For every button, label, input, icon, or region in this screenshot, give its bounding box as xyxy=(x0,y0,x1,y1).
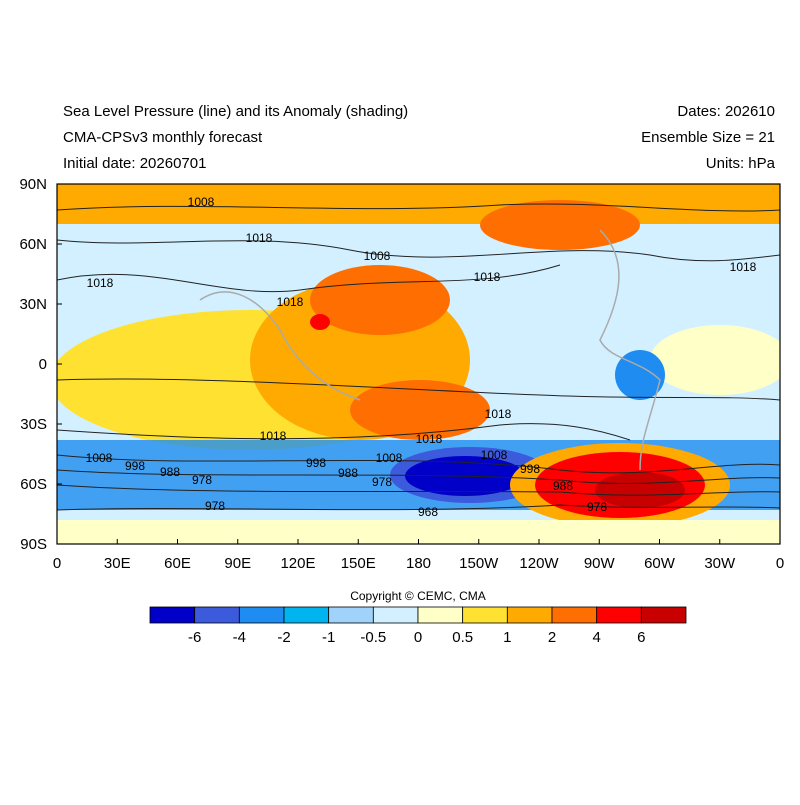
contour-label: 1018 xyxy=(246,231,273,245)
contour-label: 1008 xyxy=(364,249,391,263)
colorbar-box xyxy=(283,606,330,624)
x-tick-label: 150E xyxy=(341,555,376,572)
info-line: Ensemble Size = 21 xyxy=(641,129,775,146)
x-tick-label: 120W xyxy=(519,555,559,572)
y-tick-label: 30N xyxy=(19,296,47,313)
colorbar-label: 2 xyxy=(548,629,556,646)
contour-label: 1008 xyxy=(86,451,113,465)
contour-label: 1008 xyxy=(481,448,508,462)
title-line: CMA-CPSv3 monthly forecast xyxy=(63,129,263,146)
colorbar-label: 0.5 xyxy=(452,629,473,646)
colorbar-label: -2 xyxy=(277,629,290,646)
colorbar-box xyxy=(372,606,419,624)
y-tick-label: 90N xyxy=(19,176,47,193)
contour-label: 1018 xyxy=(277,295,304,309)
x-tick-label: 150W xyxy=(459,555,499,572)
x-tick-label: 90W xyxy=(584,555,616,572)
x-tick-label: 0 xyxy=(776,555,784,572)
info-line: Dates: 202610 xyxy=(677,103,775,120)
colorbar-label: 6 xyxy=(637,629,645,646)
contour-label: 988 xyxy=(553,479,573,493)
y-tick-label: 60S xyxy=(20,476,47,493)
colorbar-label: -6 xyxy=(188,629,201,646)
contour-label: 978 xyxy=(192,473,212,487)
x-tick-label: 60E xyxy=(164,555,191,572)
title-line: Initial date: 20260701 xyxy=(63,155,206,172)
x-tick-label: 60W xyxy=(644,555,676,572)
contour-label: 978 xyxy=(205,499,225,513)
colorbar-box xyxy=(551,606,598,624)
contour-label: 998 xyxy=(125,459,145,473)
contour-label: 978 xyxy=(587,500,607,514)
info-line: Units: hPa xyxy=(706,155,776,172)
x-tick-label: 90E xyxy=(224,555,251,572)
y-tick-label: 60N xyxy=(19,236,47,253)
contour-label: 998 xyxy=(520,462,540,476)
colorbar-box xyxy=(149,606,196,624)
colorbar-box xyxy=(417,606,464,624)
contour-label: 1018 xyxy=(260,429,287,443)
map-shading: 1008 1018 1018 1018 1008 1018 1018 1018 1018 1018… xyxy=(57,184,780,544)
colorbar-label: -0.5 xyxy=(360,629,386,646)
colorbar-box xyxy=(328,606,374,624)
contour-label: 1018 xyxy=(416,432,443,446)
contour-label: 1018 xyxy=(485,407,512,421)
contour-label: 1008 xyxy=(188,195,215,209)
x-tick-label: 180 xyxy=(406,555,431,572)
colorbar-box xyxy=(506,606,553,624)
contour-label: 1018 xyxy=(87,276,114,290)
colorbar-box xyxy=(596,606,642,624)
contour-label: 988 xyxy=(160,465,180,479)
contour-label: 988 xyxy=(338,466,358,480)
contour-label: 1018 xyxy=(730,260,757,274)
colorbar-box xyxy=(238,606,285,624)
contour-label: 968 xyxy=(418,505,438,519)
contour-label: 998 xyxy=(306,456,326,470)
contour-label: 978 xyxy=(372,475,392,489)
x-tick-label: 30E xyxy=(104,555,131,572)
contour-label: 1008 xyxy=(376,451,403,465)
colorbar-label: -1 xyxy=(322,629,335,646)
y-tick-label: 90S xyxy=(20,536,47,553)
x-tick-label: 120E xyxy=(280,555,315,572)
x-tick-label: 0 xyxy=(53,555,61,572)
y-tick-label: 0 xyxy=(39,356,47,373)
colorbar-label: 1 xyxy=(503,629,511,646)
copyright: Copyright © CEMC, CMA xyxy=(350,589,486,603)
colorbar-label: 0 xyxy=(414,629,422,646)
colorbar-label: 4 xyxy=(592,629,600,646)
y-tick-label: 30S xyxy=(20,416,47,433)
colorbar-label: -4 xyxy=(233,629,246,646)
title-line: Sea Level Pressure (line) and its Anomal… xyxy=(63,103,408,120)
x-tick-label: 30W xyxy=(704,555,736,572)
contour-label: 1018 xyxy=(474,270,501,284)
colorbar-box xyxy=(462,606,508,624)
colorbar-box xyxy=(194,606,240,624)
colorbar-box xyxy=(640,606,687,624)
